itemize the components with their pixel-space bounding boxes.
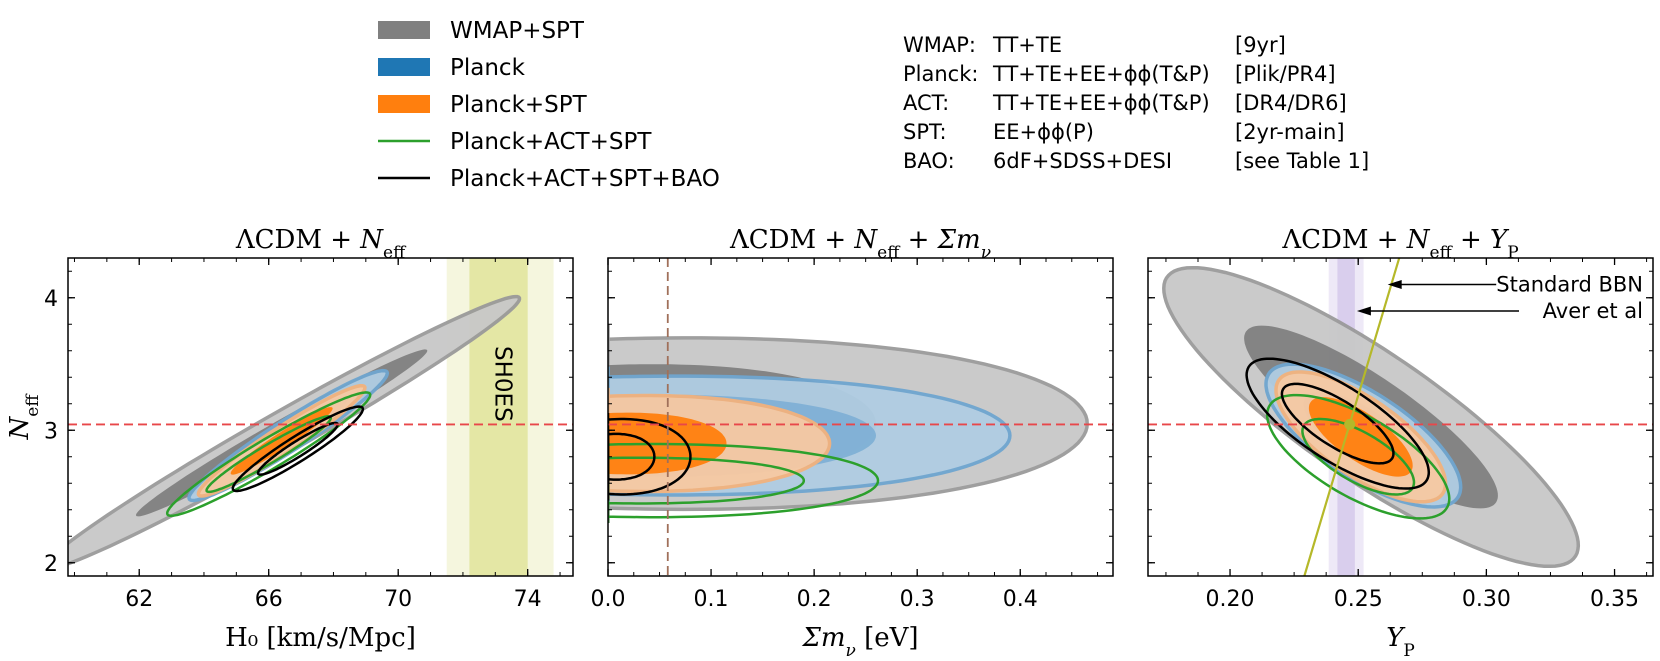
plot-area: SH0ES [68,258,573,576]
x-tick-label: 70 [384,587,412,612]
legend-patch [378,58,430,76]
plot-area [1148,258,1653,576]
contour-1sigma-line [608,430,656,484]
dataset-release: [2yr-main] [1235,120,1345,144]
dataset-spectra: TT+TE+EE+ϕϕ(T&P) [992,91,1210,115]
plot-area [608,258,1113,576]
contour-1sigma [1308,397,1413,477]
y-axis-label: Neff [5,393,43,441]
contour-1sigma-line [205,415,333,494]
annotation-arrowhead [1387,280,1402,289]
dataset-spectra: TT+TE+EE+ϕϕ(T&P) [992,62,1210,86]
y-tick-label: 3 [44,419,58,444]
panel-title: ΛCDM + Neff [235,225,407,263]
legend: WMAP+SPT Planck Planck+SPT Planck+ACT+SPT Pl… [378,18,720,192]
shoes-label: SH0ES [489,346,515,422]
x-tick-label: 0.3 [900,587,935,612]
x-axis-label: H₀ [km/s/Mpc] [225,623,416,653]
contour-2sigma-line [1265,393,1451,520]
x-tick-label: 0.35 [1590,587,1639,612]
dataset-name: SPT: [903,120,947,144]
x-tick-label: 0.0 [591,587,626,612]
contour-2sigma-line [608,438,880,523]
y-tick-label: 4 [44,287,58,312]
x-tick-label: 66 [255,587,283,612]
x-tick-label: 0.30 [1462,587,1511,612]
dataset-release: [see Table 1] [1235,149,1369,173]
annotation-label: Standard BBN [1496,273,1643,297]
dataset-spectra: 6dF+SDSS+DESI [993,149,1172,173]
contour-2sigma-line [231,405,365,493]
axes-frame [607,257,1114,577]
legend-label: WMAP+SPT [450,18,585,44]
contour-1sigma-line [256,421,339,476]
dataset-name: BAO: [903,149,955,173]
x-axis-label: YP [1386,623,1415,661]
contour-2sigma-line [165,391,372,518]
x-tick-label: 0.25 [1334,587,1383,612]
x-axis-label: Σmν [eV] [801,623,918,661]
axes-frame [1147,257,1654,577]
dataset-name: WMAP: [903,33,976,57]
dataset-release: [Plik/PR4] [1235,62,1336,86]
legend-label: Planck+ACT+SPT [450,129,652,155]
x-tick-label: 0.1 [694,587,729,612]
panel-1: SH0ES 62 66 70 74 2 3 4 ΛCDM + Neff H₀ [km/s/Mpc]… [5,225,574,653]
legend-label: Planck+ACT+SPT+BAO [450,166,720,192]
annotation-arrowhead [1356,306,1371,316]
x-tick-label: 74 [514,587,542,612]
y-tick-label: 2 [44,552,58,577]
legend-patch [378,95,430,113]
dataset-table: WMAP: TT+TE [9yr] Planck: TT+TE+EE+ϕϕ(T&P) [P… [903,33,1369,173]
annotation-label: Aver et al [1543,299,1643,323]
contour-1sigma-line [1280,382,1395,465]
panel-title: ΛCDM + Neff + Σmν [729,225,991,263]
contour-2sigma-line [608,413,692,501]
legend-label: Planck [450,55,526,81]
dataset-name: Planck: [903,62,978,86]
x-tick-label: 62 [125,587,153,612]
x-tick-label: 0.20 [1206,587,1255,612]
legend-patch [378,21,430,39]
contour-2sigma-line [1245,357,1431,490]
x-tick-label: 0.4 [1003,587,1038,612]
panel-title: ΛCDM + Neff + YP [1281,225,1518,263]
dataset-release: [9yr] [1235,33,1286,57]
dataset-spectra: EE+ϕϕ(P) [993,120,1094,144]
dataset-spectra: TT+TE [992,33,1062,57]
dataset-name: ACT: [903,91,949,115]
panels: SH0ES 62 66 70 74 2 3 4 ΛCDM + Neff H₀ [km/s/Mpc]… [5,225,1654,661]
x-tick-label: 0.2 [797,587,832,612]
legend-label: Planck+SPT [450,92,588,118]
axes-frame [67,257,574,577]
panel-2: 0.0 0.1 0.2 0.3 0.4 ΛCDM + Neff + Σmν Σmν [eV] [591,225,1114,661]
dataset-release: [DR4/DR6] [1235,91,1347,115]
bbn-marker [1344,418,1356,430]
contour-1sigma-line [608,454,806,508]
